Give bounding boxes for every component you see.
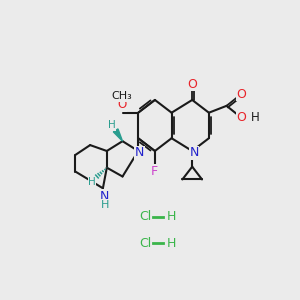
Text: O: O bbox=[117, 98, 126, 111]
Text: H: H bbox=[250, 111, 260, 124]
Text: H: H bbox=[167, 210, 176, 223]
Text: N: N bbox=[100, 190, 110, 202]
Text: H: H bbox=[101, 200, 109, 210]
Text: Cl: Cl bbox=[139, 237, 151, 250]
Text: H: H bbox=[88, 177, 96, 188]
Text: F: F bbox=[150, 165, 158, 178]
Text: N: N bbox=[134, 146, 144, 159]
Text: O: O bbox=[236, 111, 246, 124]
Text: O: O bbox=[236, 88, 246, 100]
Text: H: H bbox=[108, 121, 116, 130]
Text: Cl: Cl bbox=[139, 210, 151, 223]
Text: O: O bbox=[187, 78, 197, 91]
Text: H: H bbox=[167, 237, 176, 250]
Text: CH₃: CH₃ bbox=[111, 91, 132, 101]
Polygon shape bbox=[113, 129, 122, 141]
Text: N: N bbox=[190, 146, 199, 159]
